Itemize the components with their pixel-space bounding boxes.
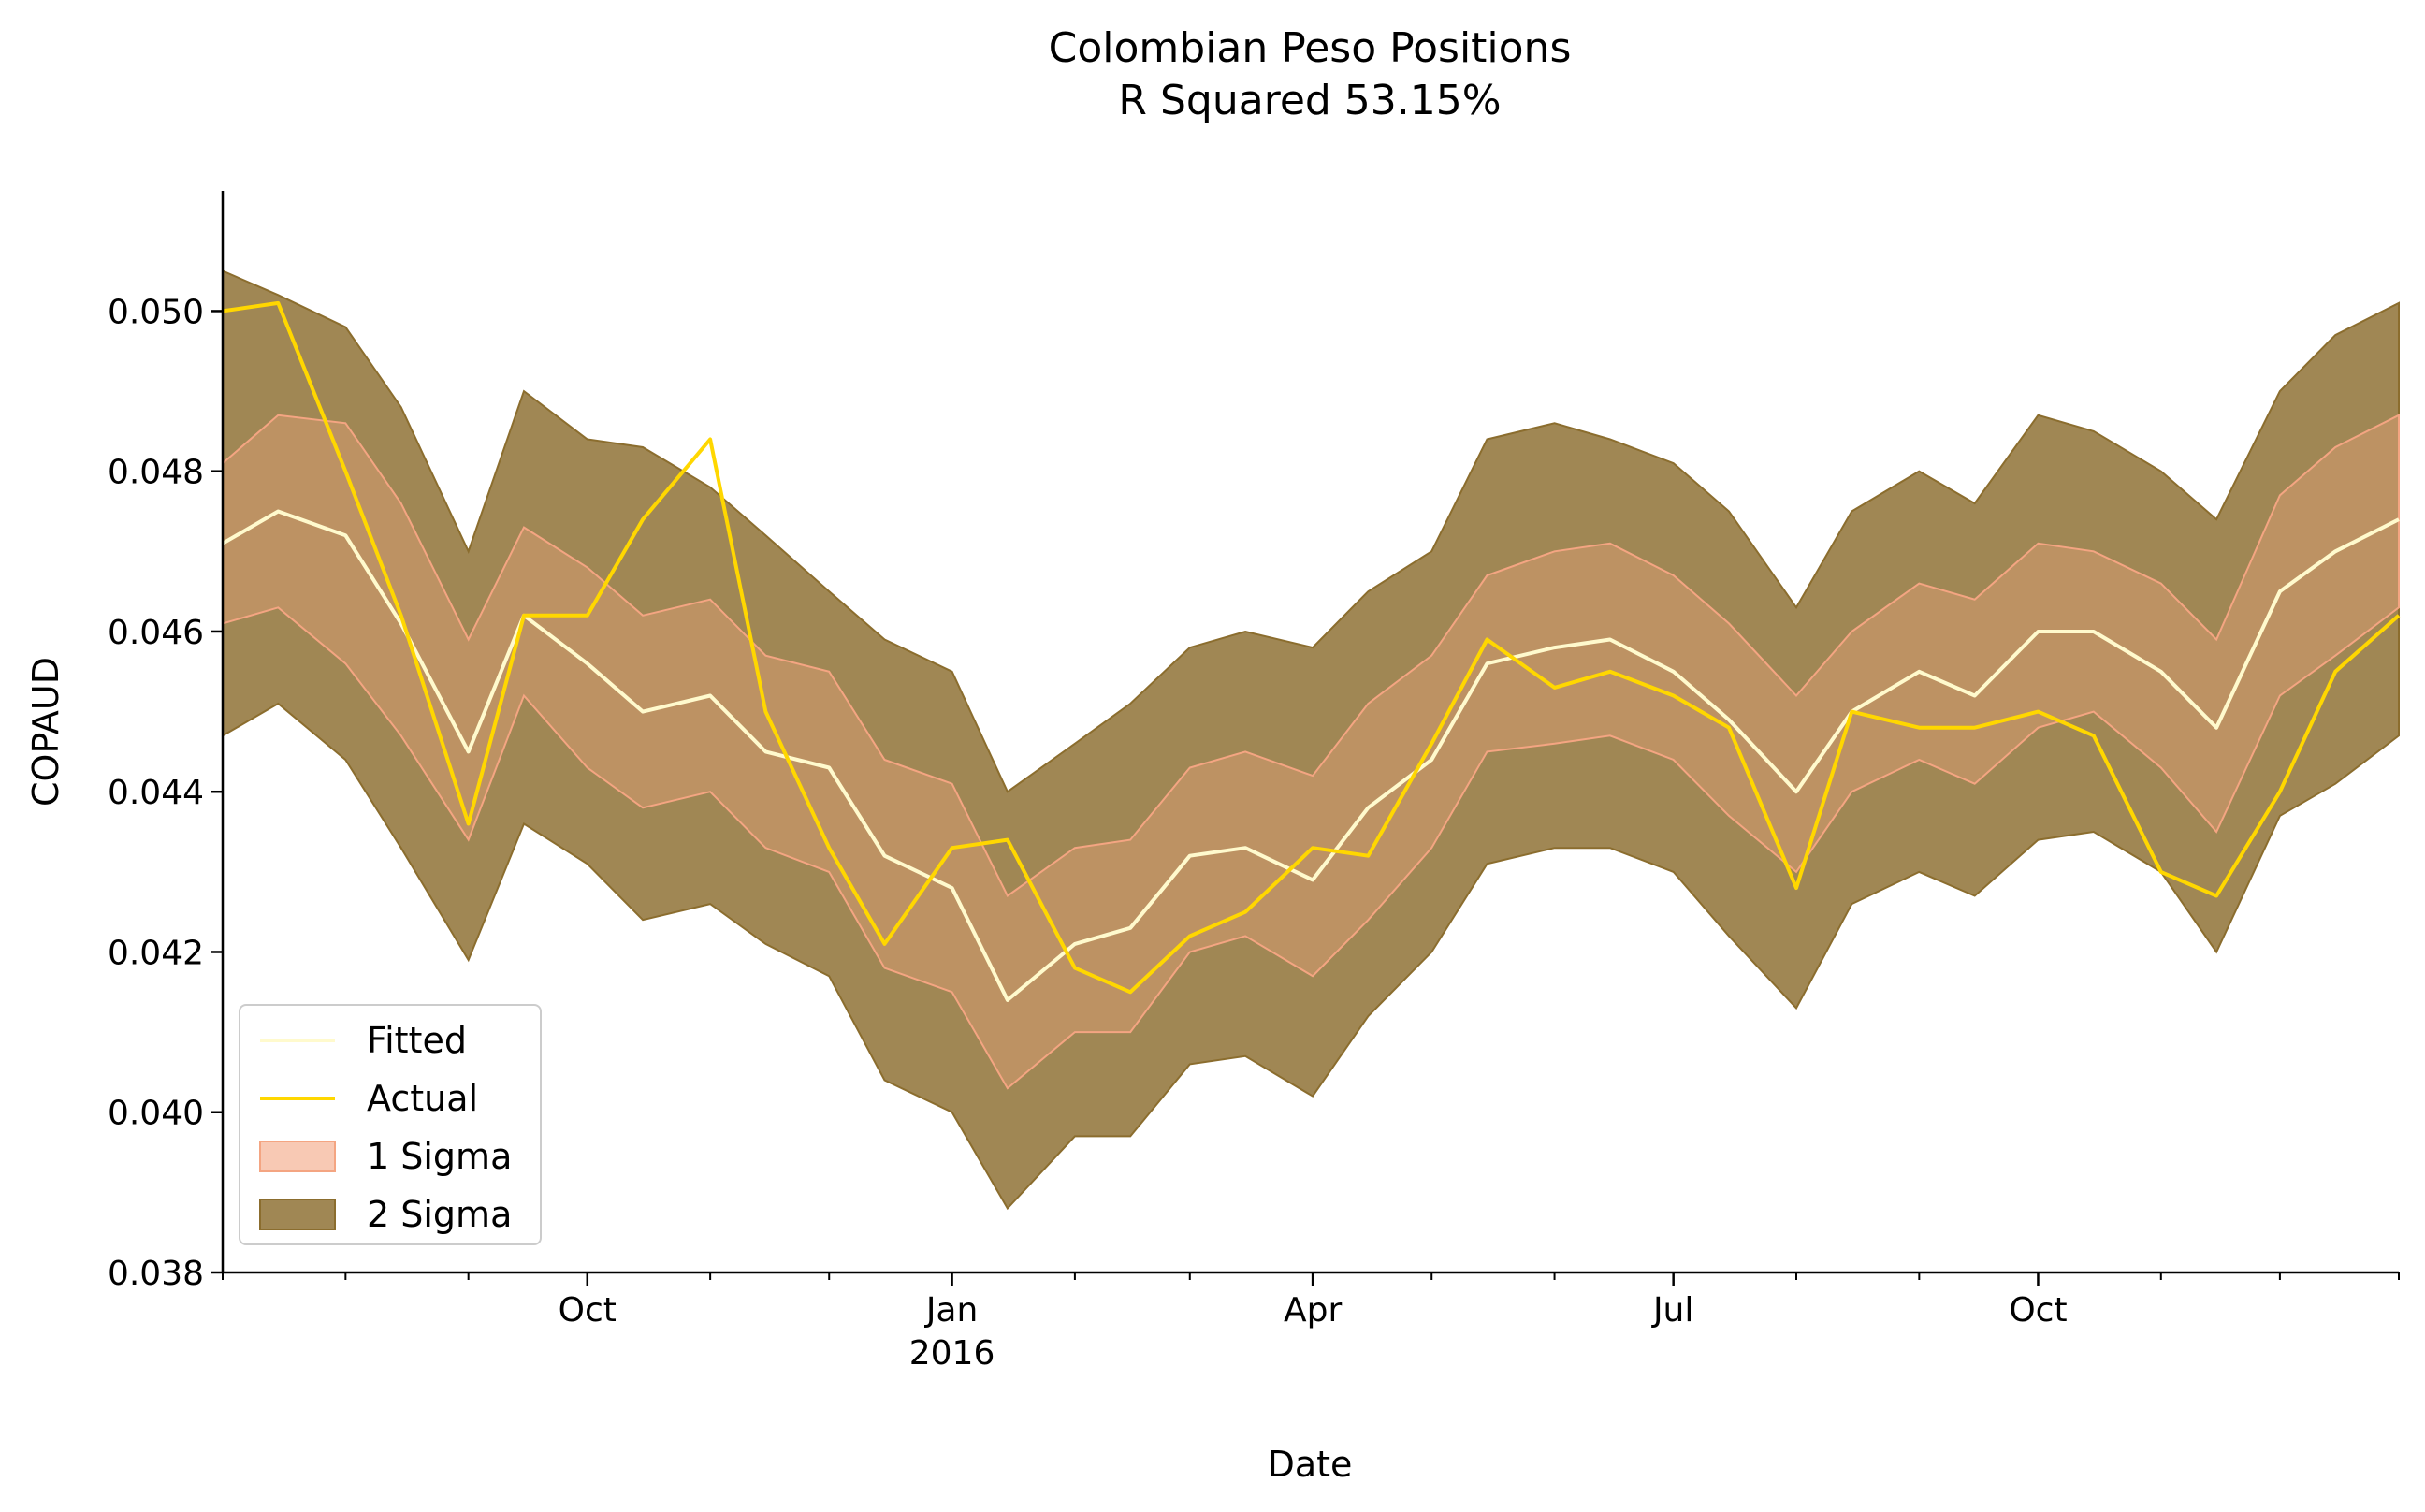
lines-layer [221, 300, 2401, 1002]
y-ticks: 0.038 0.040 0.042 0.044 0.046 0.048 0.050 [108, 293, 223, 1293]
legend: Fitted Actual 1 Sigma 2 Sigma [239, 1004, 542, 1245]
legend-label: 1 Sigma [367, 1136, 512, 1177]
series-line-actual [222, 300, 2401, 995]
x-tick-label: Oct [2009, 1291, 2067, 1330]
y-tick-label: 0.050 [108, 293, 204, 331]
series-line-fitted [221, 509, 2400, 1002]
legend-label: 2 Sigma [367, 1194, 512, 1235]
y-tick-label: 0.046 [108, 614, 204, 652]
legend-label: Actual [367, 1078, 478, 1119]
x-tick-label: Apr [1284, 1291, 1342, 1330]
band-2-sigma [222, 269, 2400, 1211]
x-tick-label: Jan [924, 1291, 979, 1330]
legend-swatch-1-sigma [259, 1141, 336, 1172]
y-tick-label: 0.048 [108, 454, 204, 492]
chart-title: Colombian Peso Positions [1049, 24, 1572, 72]
x-axis-label: Date [1268, 1444, 1353, 1485]
legend-swatch-2-sigma [259, 1199, 336, 1230]
band-1-sigma [222, 414, 2400, 1090]
legend-label: Fitted [367, 1020, 467, 1061]
x-tick-label: Oct [559, 1291, 617, 1330]
chart-subtitle: R Squared 53.15% [1118, 77, 1501, 124]
y-tick-label: 0.044 [108, 774, 204, 812]
legend-frame [239, 1004, 542, 1245]
x-tick-sublabel: 2016 [909, 1334, 995, 1373]
plot-area [221, 269, 2401, 1211]
x-tick-label: Jul [1651, 1291, 1693, 1330]
y-tick-label: 0.038 [108, 1255, 204, 1293]
x-ticks: Oct Jan 2016 Apr Jul Oct [222, 1272, 2400, 1373]
y-tick-label: 0.042 [108, 934, 204, 972]
bands-layer [222, 269, 2400, 1211]
legend-items: Fitted Actual 1 Sigma 2 Sigma [259, 1020, 512, 1235]
y-axis-label: COPAUD [25, 657, 66, 807]
y-tick-label: 0.040 [108, 1095, 204, 1133]
